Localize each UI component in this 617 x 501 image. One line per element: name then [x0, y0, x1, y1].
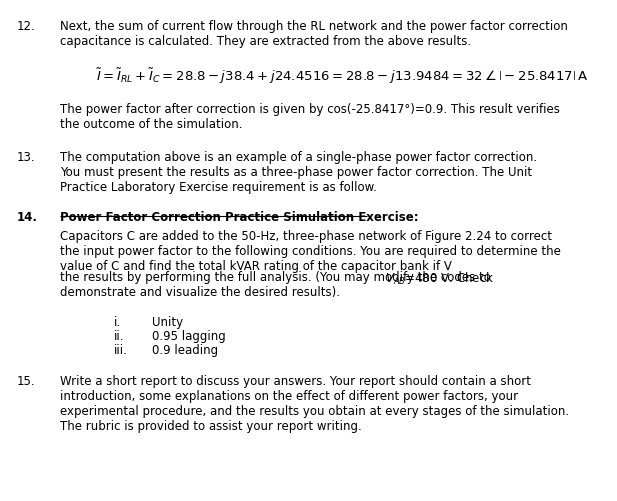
Text: The computation above is an example of a single-phase power factor correction.
Y: The computation above is an example of a… [60, 151, 537, 194]
Text: 14.: 14. [17, 210, 38, 223]
Text: 13.: 13. [17, 151, 35, 164]
Text: $\tilde{I}=\tilde{I}_{RL}+\tilde{I}_{C}=28.8-j38.4+j24.4516=28.8-j13.9484=32\,\a: $\tilde{I}=\tilde{I}_{RL}+\tilde{I}_{C}=… [96, 66, 589, 86]
Text: ii.: ii. [114, 329, 125, 342]
Text: 15.: 15. [17, 374, 35, 387]
Text: i.: i. [114, 315, 121, 328]
Text: Unity: Unity [152, 315, 183, 328]
Text: 0.95 lagging: 0.95 lagging [152, 329, 226, 342]
Text: Capacitors C are added to the 50-Hz, three-phase network of Figure 2.24 to corre: Capacitors C are added to the 50-Hz, thr… [60, 229, 561, 272]
Text: the results by performing the full analysis. (You may modify the codes to
demons: the results by performing the full analy… [60, 271, 491, 299]
Text: Power Factor Correction Practice Simulation Exercise:: Power Factor Correction Practice Simulat… [60, 210, 419, 223]
Text: Write a short report to discuss your answers. Your report should contain a short: Write a short report to discuss your ans… [60, 374, 569, 432]
Text: The power factor after correction is given by cos(-25.8417°)=0.9. This result ve: The power factor after correction is giv… [60, 103, 560, 131]
Text: $V_{AB}$=480 V. Check: $V_{AB}$=480 V. Check [385, 271, 494, 287]
Text: iii.: iii. [114, 343, 128, 356]
Text: 12.: 12. [17, 21, 36, 33]
Text: Next, the sum of current flow through the RL network and the power factor correc: Next, the sum of current flow through th… [60, 21, 568, 48]
Text: 0.9 leading: 0.9 leading [152, 343, 218, 356]
